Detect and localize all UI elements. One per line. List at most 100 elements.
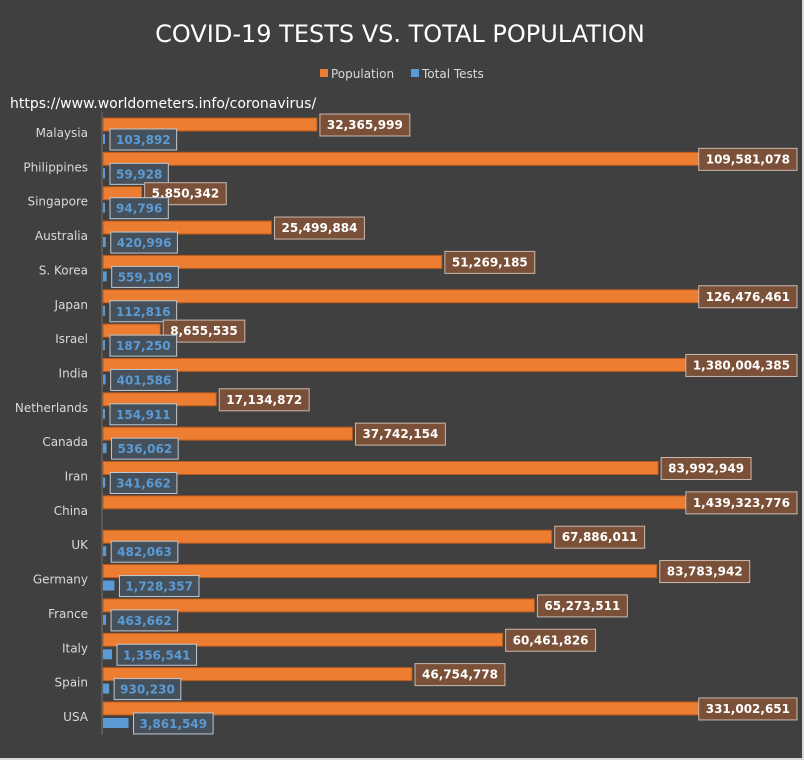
tests-label-box — [109, 403, 178, 426]
population-data-label: 65,273,511 — [536, 594, 628, 618]
category-label: Spain — [54, 676, 88, 690]
population-data-label: 83,783,942 — [659, 560, 751, 584]
population-label-box — [274, 216, 365, 240]
tests-label-box — [109, 300, 178, 323]
tests-label-box — [110, 609, 179, 632]
category-label: Italy — [62, 641, 88, 655]
tests-data-label: 482,063 — [110, 540, 179, 563]
population-label-text: 109,581,078 — [706, 152, 790, 166]
population-data-label: 32,365,999 — [319, 113, 411, 137]
population-label-box — [685, 353, 798, 377]
tests-bar — [103, 546, 107, 557]
population-label-box — [698, 147, 798, 171]
tests-label-text: 112,816 — [116, 305, 171, 319]
legend-label-population: Population — [331, 67, 394, 81]
population-bar — [102, 564, 658, 579]
category-label: France — [48, 607, 88, 621]
population-label-text: 17,134,872 — [226, 393, 302, 407]
population-label-text: 67,886,011 — [562, 530, 638, 544]
population-data-label: 1,380,004,385 — [685, 353, 798, 377]
tests-label-box — [133, 712, 214, 735]
population-label-text: 60,461,826 — [513, 633, 589, 647]
population-label-text: 51,269,185 — [452, 255, 528, 269]
population-label-box — [554, 525, 646, 549]
population-label-text: 331,002,651 — [706, 702, 790, 716]
tests-label-text: 3,861,549 — [140, 717, 208, 731]
population-data-label: 60,461,826 — [505, 628, 597, 652]
category-label: Germany — [33, 573, 88, 587]
population-label-text: 1,380,004,385 — [693, 358, 790, 372]
tests-data-label: 94,796 — [109, 197, 169, 220]
tests-label-text: 930,230 — [120, 683, 175, 697]
tests-data-label: 559,109 — [111, 265, 179, 288]
category-label: USA — [63, 710, 89, 724]
population-data-label: 126,476,461 — [698, 285, 798, 309]
legend-label-total-tests: Total Tests — [421, 67, 484, 81]
tests-label-box — [109, 472, 178, 494]
population-label-text: 126,476,461 — [706, 290, 790, 304]
tests-label-text: 401,586 — [117, 373, 172, 387]
population-data-label: 109,581,078 — [698, 147, 798, 171]
tests-label-text: 1,728,357 — [125, 580, 193, 594]
category-label: Japan — [54, 298, 88, 312]
tests-label-text: 463,662 — [117, 614, 172, 628]
tests-data-label: 3,861,549 — [133, 712, 214, 735]
population-label-box — [319, 113, 411, 137]
population-label-box — [685, 491, 798, 515]
tests-label-text: 59,928 — [116, 167, 162, 181]
tests-bar — [103, 305, 105, 316]
population-bar — [102, 529, 553, 544]
category-label: Philippines — [23, 160, 88, 174]
tests-bar — [103, 134, 105, 144]
tests-bar — [103, 202, 105, 213]
tests-label-text: 154,911 — [116, 408, 171, 422]
population-data-label: 17,134,872 — [218, 388, 310, 412]
population-bar — [102, 117, 318, 132]
tests-bar — [103, 374, 106, 385]
tests-data-label: 103,892 — [109, 128, 178, 151]
tests-label-text: 187,250 — [116, 339, 171, 353]
population-label-text: 32,365,999 — [327, 118, 403, 132]
tests-data-label: 341,662 — [109, 472, 178, 494]
population-data-label: 8,655,535 — [162, 319, 246, 343]
population-data-label: 67,886,011 — [554, 525, 646, 549]
population-bar — [102, 151, 798, 166]
population-bar — [102, 461, 659, 475]
tests-bar — [103, 237, 106, 248]
population-bar — [102, 667, 413, 682]
category-label: S. Korea — [39, 263, 88, 277]
tests-bar — [103, 408, 105, 419]
tests-label-text: 482,063 — [117, 545, 172, 559]
population-label-text: 46,754,778 — [422, 668, 498, 682]
tests-label-box — [111, 437, 179, 460]
category-label: UK — [71, 538, 89, 552]
tests-data-label: 536,062 — [111, 437, 179, 460]
tests-label-box — [109, 162, 169, 185]
category-label: India — [59, 366, 88, 380]
category-label: China — [54, 504, 88, 518]
population-data-label: 37,742,154 — [354, 422, 446, 446]
legend-swatch-population — [320, 69, 328, 77]
population-label-box — [414, 663, 506, 687]
population-bar — [102, 632, 504, 647]
tests-data-label: 1,728,357 — [118, 575, 200, 598]
population-label-box — [659, 560, 751, 584]
tests-label-box — [111, 265, 179, 288]
tests-data-label: 930,230 — [113, 678, 182, 701]
tests-label-box — [109, 128, 178, 151]
tests-data-label: 1,356,541 — [116, 643, 198, 666]
population-bar — [102, 289, 798, 304]
population-label-text: 83,992,949 — [668, 462, 744, 476]
population-bar — [102, 220, 273, 235]
population-label-box — [162, 319, 246, 343]
population-data-label: 1,439,323,776 — [685, 491, 798, 515]
tests-label-text: 536,062 — [118, 442, 173, 456]
population-label-text: 25,499,884 — [282, 221, 358, 235]
source-note: https://www.worldometers.info/coronaviru… — [10, 96, 316, 112]
population-label-text: 65,273,511 — [544, 599, 620, 613]
chart-title: COVID-19 TESTS VS. TOTAL POPULATION — [155, 20, 645, 48]
population-bar — [102, 426, 353, 441]
tests-bar — [103, 477, 106, 488]
tests-data-label: 463,662 — [110, 609, 179, 632]
